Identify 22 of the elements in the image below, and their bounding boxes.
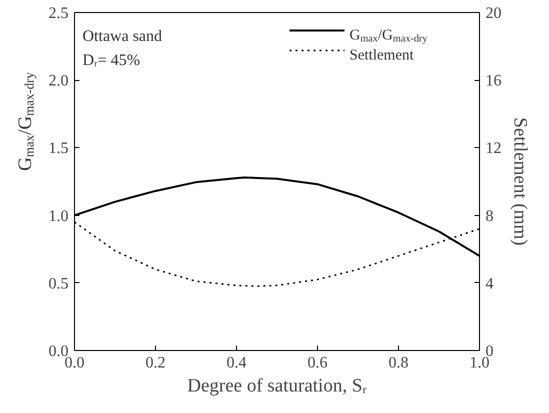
y2-tick-label: 4 — [486, 275, 494, 292]
x-tick-label: 0.6 — [308, 354, 328, 372]
x-tick-label: 0.2 — [146, 354, 166, 372]
y-tick-label: 0.5 — [48, 275, 68, 292]
annotation: Ottawa sand — [82, 28, 162, 45]
y-tick-label: 2.5 — [48, 5, 68, 22]
y-tick-label: 1.5 — [48, 140, 68, 158]
x-tick-label: 0.0 — [64, 354, 84, 372]
y2-axis-title: Settlement (mm) — [510, 117, 530, 246]
y-tick-label: 2.0 — [48, 72, 68, 90]
y2-tick-label: 12 — [486, 140, 502, 158]
y-tick-label: 1.0 — [48, 208, 68, 225]
y2-tick-label: 16 — [486, 72, 502, 90]
annotation: Dᵣ= 45% — [82, 52, 140, 69]
x-tick-label: 1.0 — [470, 354, 490, 372]
x-axis-title: Degree of saturation, Sᵣ — [187, 376, 367, 396]
x-tick-label: 0.8 — [388, 354, 408, 372]
x-tick-label: 0.4 — [226, 354, 246, 372]
y-axis-title: Gmax/Gmax-dry — [15, 72, 37, 171]
legend-label: Settlement — [350, 48, 414, 64]
y2-tick-label: 20 — [486, 5, 502, 22]
y2-tick-label: 8 — [486, 208, 494, 225]
